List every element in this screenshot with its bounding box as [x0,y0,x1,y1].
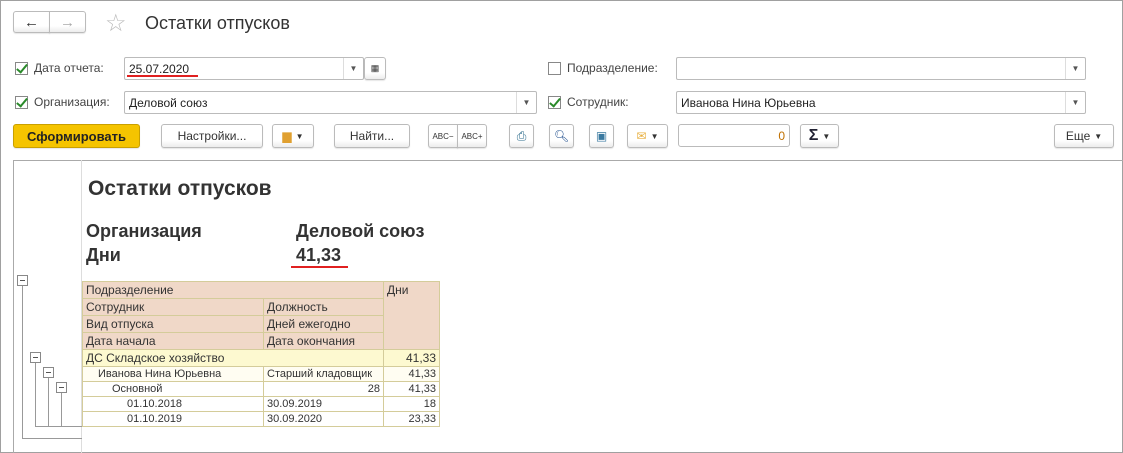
header-employee: Сотрудник [82,298,264,316]
employee-value: Иванова Нина Юрьевна [681,96,816,110]
department-label: Подразделение: [567,61,658,75]
floppy-disk-icon: ▣ [595,129,608,143]
tree-line [22,286,23,438]
org-label: Организация [86,221,202,241]
report-area-left-border [13,160,14,453]
header-department: Подразделение [82,281,384,299]
report-title: Остатки отпусков [88,177,272,200]
header-position: Должность [263,298,384,316]
group-days[interactable]: 41,33 [383,349,440,367]
more-button[interactable]: Еще ▼ [1054,124,1114,148]
folder-icon: ▆ [282,129,292,143]
employee-checkbox[interactable] [548,96,561,109]
header-days: Дни [383,281,440,350]
organization-checkbox[interactable] [15,96,28,109]
favorite-star-icon[interactable]: ☆ [105,10,127,37]
send-button[interactable]: ✉ ▼ [627,124,668,148]
grouping-panel-divider [81,160,82,453]
abc-plus-icon: ABC+ [461,131,483,141]
forward-button[interactable]: → [49,11,86,33]
organization-label: Организация: [34,95,110,109]
calendar-button[interactable]: ▦ [364,57,386,80]
magnifier-page-icon: 🔍︎ [553,129,570,143]
organization-value: Деловой союз [129,96,208,110]
generate-button[interactable]: Сформировать [13,124,140,148]
report-date-checkbox[interactable] [15,62,28,75]
period-end[interactable]: 30.09.2020 [263,411,384,427]
report-area-border [13,160,1123,161]
report-date-input[interactable]: 25.07.2020 ▼ [124,57,364,80]
expand-groups-button[interactable]: ABC+ [457,124,487,148]
envelope-icon: ✉ [636,129,647,143]
vacation-days-annual[interactable]: 28 [263,381,384,397]
print-button[interactable]: ⎙ [509,124,534,148]
period-days[interactable]: 23,33 [383,411,440,427]
report-date-label: Дата отчета: [34,61,104,75]
header-vacation-type: Вид отпуска [82,315,264,333]
forward-icon: → [60,13,75,31]
save-button[interactable]: ▣ [589,124,614,148]
collapse-type-toggle[interactable] [56,382,67,393]
sum-field[interactable]: 0 [678,124,790,147]
vacation-type[interactable]: Основной [82,381,264,397]
back-button[interactable]: ← [13,11,50,33]
tree-line [22,438,82,439]
employee-name[interactable]: Иванова Нина Юрьевна [82,366,264,382]
abc-minus-icon: ABC− [432,131,454,141]
back-icon: ← [24,13,39,31]
more-label: Еще [1065,129,1091,143]
period-start[interactable]: 01.10.2019 [82,411,264,427]
report-date-value: 25.07.2020 [129,62,190,76]
tree-line [35,426,82,427]
header-end-date: Дата окончания [263,332,384,350]
collapse-groups-button[interactable]: ABC− [428,124,458,148]
vacation-type-days[interactable]: 41,33 [383,381,440,397]
find-button[interactable]: Найти... [334,124,410,148]
period-days[interactable]: 18 [383,396,440,412]
days-label: Дни [86,245,121,265]
header-start-date: Дата начала [82,332,264,350]
department-input[interactable]: ▼ [676,57,1086,80]
collapse-all-toggle[interactable] [17,275,28,286]
settings-button[interactable]: Настройки... [161,124,263,148]
calendar-icon: ▦ [370,63,380,73]
chevron-down-icon[interactable]: ▼ [1065,92,1085,113]
employee-label: Сотрудник: [567,95,629,109]
organization-input[interactable]: Деловой союз ▼ [124,91,537,114]
chevron-down-icon[interactable]: ▼ [516,92,536,113]
department-checkbox[interactable] [548,62,561,75]
window-title: Остатки отпусков [145,13,290,33]
date-underline [127,75,198,77]
header-days-annual: Дней ежегодно [263,315,384,333]
collapse-group-toggle[interactable] [30,352,41,363]
sum-button[interactable]: Σ ▼ [800,124,839,148]
group-name[interactable]: ДС Складское хозяйство [82,349,384,367]
tree-line [35,363,36,426]
tree-line [61,393,62,426]
days-underline [291,266,348,268]
period-end[interactable]: 30.09.2019 [263,396,384,412]
tree-line [48,378,49,426]
preview-button[interactable]: 🔍︎ [549,124,574,148]
sigma-icon: Σ [808,127,819,144]
employee-days[interactable]: 41,33 [383,366,440,382]
chevron-down-icon[interactable]: ▼ [1065,58,1085,79]
employee-input[interactable]: Иванова Нина Юрьевна ▼ [676,91,1086,114]
collapse-employee-toggle[interactable] [43,367,54,378]
org-value: Деловой союз [296,221,425,241]
chevron-down-icon[interactable]: ▼ [343,58,363,79]
days-total-value: 41,33 [296,245,342,265]
employee-position[interactable]: Старший кладовщик [263,366,384,382]
printer-icon: ⎙ [516,128,527,143]
period-start[interactable]: 01.10.2018 [82,396,264,412]
variants-button[interactable]: ▆ ▼ [272,124,314,148]
